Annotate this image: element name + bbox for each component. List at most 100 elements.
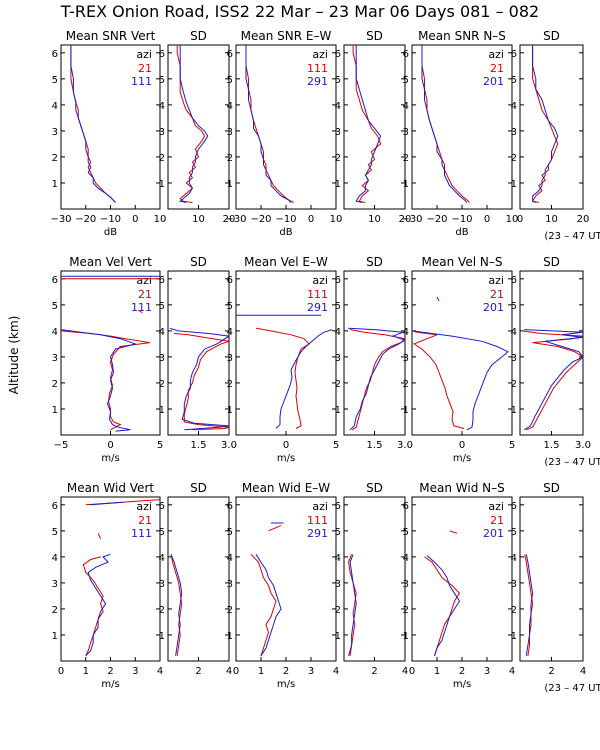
y-tick-label: 4 (159, 101, 165, 112)
y-tick-label: 6 (335, 501, 341, 512)
y-tick-label: 5 (159, 301, 165, 312)
y-tick-label: 1 (403, 405, 409, 416)
series-line-red (348, 554, 357, 656)
x-tick-label: 0 (517, 214, 523, 225)
y-tick-label: 4 (335, 327, 341, 338)
y-tick-label: 6 (511, 49, 517, 60)
plot-frame (167, 270, 230, 436)
legend-entry-red: 111 (307, 62, 328, 75)
series-line-blue (255, 554, 282, 657)
series-line-blue (85, 553, 111, 657)
x-tick-label: 0 (308, 214, 314, 225)
series-line-red (174, 333, 229, 431)
y-tick-label: 5 (227, 301, 233, 312)
x-tick-label: 0 (58, 666, 64, 677)
x-tick-label: 5 (333, 440, 339, 451)
panel-wid-5: SD 1 2 3 4 5 6 2 4 (23 – 47 UT) (511, 481, 600, 694)
series-line-blue (523, 329, 583, 431)
x-tick-label: −10 (275, 214, 296, 225)
x-tick-label: 10 (330, 214, 343, 225)
legend-entry-red: 21 (490, 514, 504, 527)
x-tick-label: 3.0 (575, 440, 591, 451)
y-tick-label: 1 (159, 631, 165, 642)
legend-heading: azi (488, 274, 504, 287)
series-line-red (137, 309, 143, 314)
panel-snr-1: SD 1 2 3 4 5 6 10 20 (159, 29, 236, 225)
y-tick-label: 6 (403, 501, 409, 512)
series-line-blue (70, 45, 116, 203)
y-tick-label: 4 (227, 101, 233, 112)
x-tick-label: 0 (233, 666, 239, 677)
y-tick-label: 5 (403, 75, 409, 86)
y-tick-label: 4 (511, 101, 517, 112)
x-tick-label: 1.5 (544, 440, 560, 451)
x-tick-label: 4 (333, 666, 339, 677)
y-tick-label: 3 (335, 127, 341, 138)
series-line-red (522, 330, 583, 431)
y-tick-label: 1 (511, 179, 517, 190)
y-tick-label: 2 (335, 153, 341, 164)
y-tick-label: 4 (227, 553, 233, 564)
y-tick-label: 3 (52, 127, 58, 138)
y-tick-label: 4 (335, 101, 341, 112)
y-tick-label: 4 (52, 553, 58, 564)
y-tick-label: 6 (52, 275, 58, 286)
y-tick-label: 5 (227, 75, 233, 86)
x-unit-label: m/s (101, 679, 119, 690)
series-line-red (449, 530, 458, 534)
y-tick-label: 2 (335, 605, 341, 616)
legend-entry-blue: 201 (483, 527, 504, 540)
panel-title: SD (366, 481, 383, 495)
legend-entry-red: 21 (490, 62, 504, 75)
y-tick-label: 2 (403, 153, 409, 164)
x-tick-label: 0 (409, 666, 415, 677)
series-line-blue (275, 329, 333, 429)
y-tick-label: 5 (335, 75, 341, 86)
y-tick-label: 2 (227, 153, 233, 164)
x-tick-label: −20 (426, 214, 447, 225)
series-line-blue (421, 45, 468, 203)
panel-vel-5: SD 1 2 3 4 5 6 1.5 3.0 (23 – 47 UT) (511, 255, 600, 468)
y-tick-label: 1 (52, 405, 58, 416)
y-tick-label: 1 (52, 179, 58, 190)
x-tick-label: 3.0 (397, 440, 413, 451)
panel-title: Mean Vel Vert (69, 255, 152, 269)
panel-title: Mean Wid N–S (419, 481, 504, 495)
y-tick-label: 2 (335, 379, 341, 390)
y-tick-label: 1 (403, 179, 409, 190)
series-line-blue (532, 45, 559, 203)
x-tick-label: 10 (506, 214, 519, 225)
y-tick-label: 1 (511, 631, 517, 642)
y-tick-label: 3 (511, 353, 517, 364)
x-unit-label: m/s (277, 679, 295, 690)
series-line-red (245, 45, 294, 203)
plot-frame (519, 270, 584, 436)
y-tick-label: 6 (227, 275, 233, 286)
series-line-red (255, 327, 310, 429)
series-line-blue (169, 327, 229, 431)
series-line-blue (90, 501, 123, 506)
y-tick-label: 5 (511, 527, 517, 538)
x-tick-label: 0 (283, 440, 289, 451)
series-line-red (61, 330, 151, 431)
series-line-red (97, 533, 102, 539)
y-tick-label: 5 (403, 527, 409, 538)
plot-frame (167, 44, 230, 210)
time-range-note: (23 – 47 UT) (544, 457, 600, 468)
y-axis-label: Altitude (km) (7, 316, 21, 395)
y-tick-label: 2 (511, 379, 517, 390)
x-tick-label: 4 (226, 666, 232, 677)
panel-title: SD (543, 29, 560, 43)
panel-title: Mean SNR Vert (66, 29, 156, 43)
y-tick-label: 2 (227, 379, 233, 390)
series-line-red (421, 45, 470, 203)
series-line-red (82, 556, 104, 657)
legend-entry-red: 21 (138, 514, 152, 527)
y-tick-label: 2 (511, 153, 517, 164)
